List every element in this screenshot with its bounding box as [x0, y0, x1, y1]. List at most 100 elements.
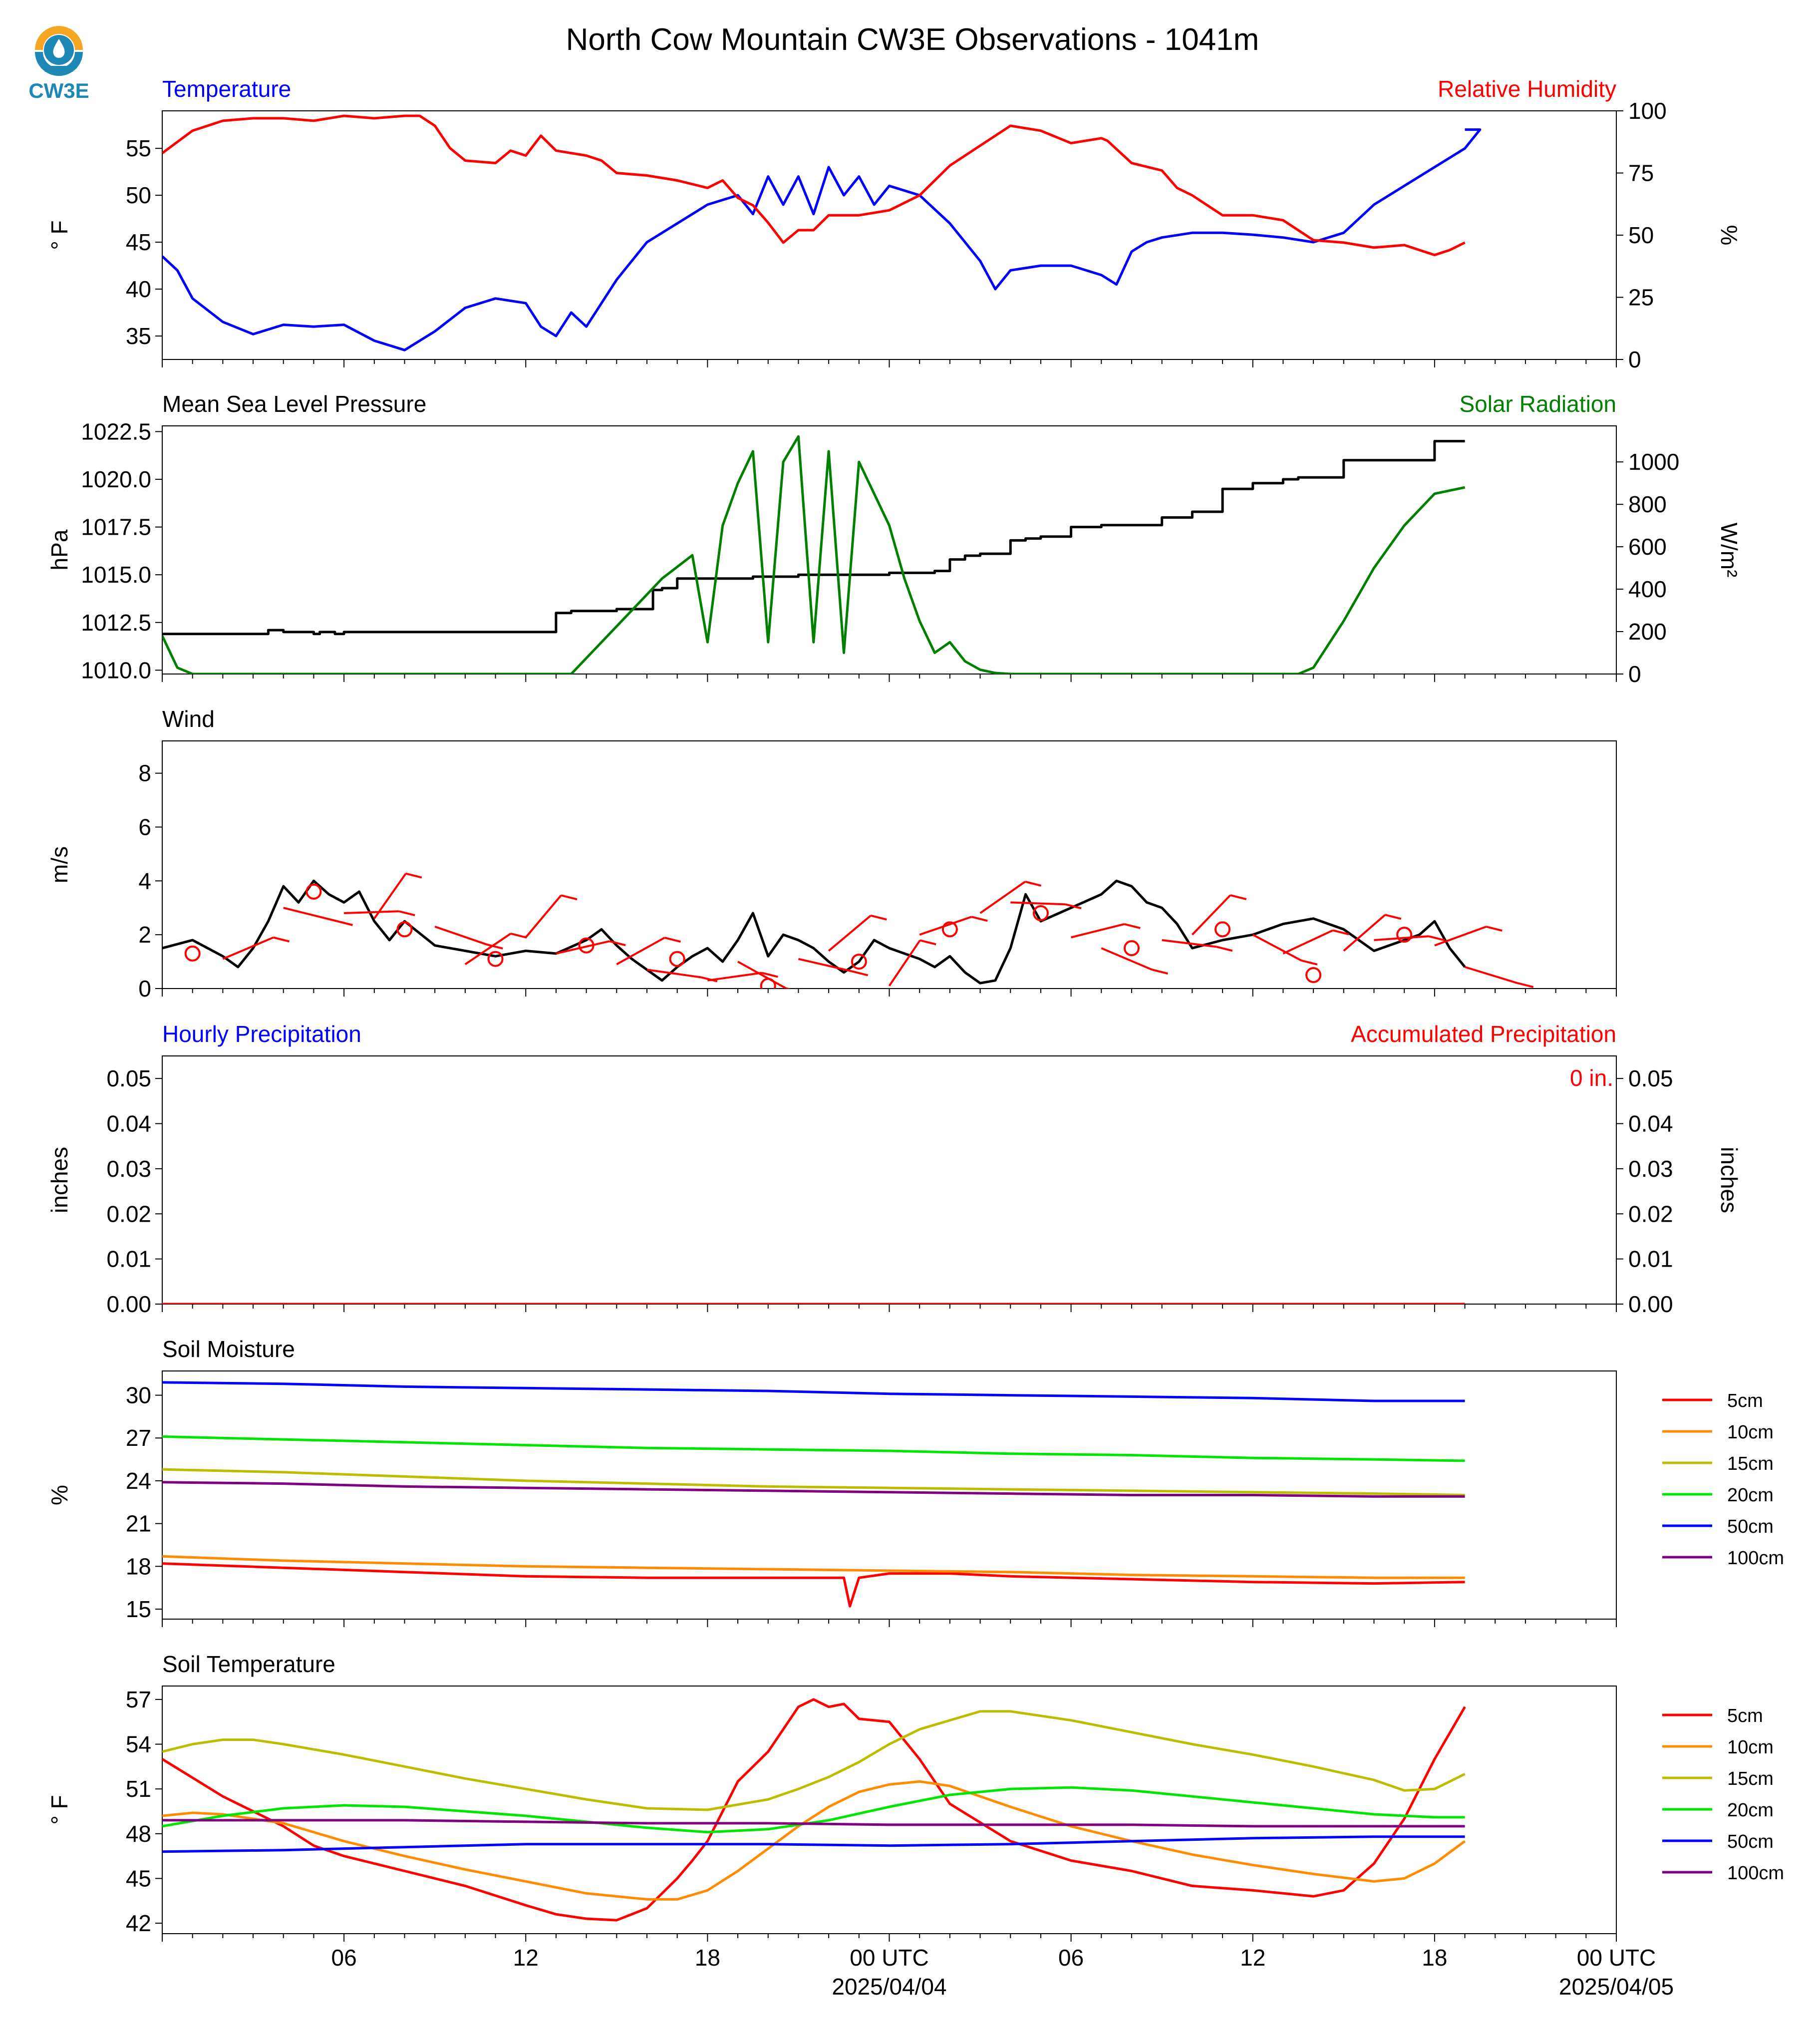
pressure-y-tick-label: 1012.5: [81, 610, 151, 636]
wind-barb-staff: [888, 940, 921, 987]
x-date-label: 2025/04/05: [1559, 1974, 1674, 2000]
pressure-y2-axis-label: W/m²: [1716, 523, 1742, 578]
soil_temp-legend-label: 5cm: [1727, 1705, 1763, 1726]
soil_moisture-legend-label: 20cm: [1727, 1485, 1774, 1506]
soil_temp-series-100cm: [162, 1819, 1465, 1828]
wind-y-tick-label: 2: [138, 922, 151, 948]
temperature-series-temperature: [162, 128, 1482, 351]
cw3e-logo-text: CW3E: [28, 79, 89, 102]
wind-barb-flag: [664, 937, 681, 943]
soil_moisture-series-50cm: [162, 1381, 1465, 1402]
wind-barb-staff: [1071, 923, 1125, 939]
wind-y-tick-label: 8: [138, 760, 151, 786]
wind-barb-flag: [1301, 959, 1318, 966]
pressure-y2-tick-label: 800: [1628, 491, 1667, 517]
wind-barb-staff: [1101, 947, 1153, 971]
wind-barb-flag: [561, 894, 578, 901]
precip-x-ticks: [162, 1304, 1617, 1312]
wind-barb-staff: [1282, 929, 1333, 955]
precip-y2-tick-label: 0.03: [1628, 1156, 1673, 1182]
soil_moisture-series-15cm: [162, 1468, 1465, 1496]
plots: Temperature Relative Humidity354045505502…: [46, 76, 1784, 2000]
wind-barb-staff: [646, 969, 702, 979]
pressure-plot-frame: [162, 425, 1617, 675]
wind-barb-staff: [979, 881, 1026, 914]
wind-barb-flag: [510, 933, 527, 939]
pressure-right-title: Solar Radiation: [1459, 391, 1616, 417]
soil_temp-series-50cm: [162, 1835, 1465, 1853]
wind-barb-staff: [222, 936, 274, 960]
wind-barb-calm-marker: [760, 978, 776, 989]
accumulated-precip-total: 0 in.: [1570, 1065, 1613, 1091]
wind-barb-calm-marker: [669, 951, 685, 967]
soil_temp-y-tick-label: 51: [126, 1776, 151, 1802]
soil_temp-legend-label: 10cm: [1727, 1737, 1774, 1758]
soil_temp-series-20cm: [162, 1786, 1465, 1834]
temperature-y-tick-label: 35: [126, 323, 151, 349]
pressure-y2-tick-label: 400: [1628, 576, 1667, 602]
soil_moisture-legend-label: 50cm: [1727, 1516, 1774, 1537]
pressure-y2-tick-label: 1000: [1628, 449, 1679, 475]
precip-y2-tick-label: 0.04: [1628, 1111, 1673, 1137]
wind-barb-flag: [1517, 982, 1534, 988]
wind-barb-staff: [1464, 966, 1518, 984]
x-tick-label: 18: [1422, 1945, 1447, 1971]
wind-plot-frame: [162, 740, 1617, 989]
wind-barb-staff: [798, 958, 853, 973]
temperature-y2-tick-label: 0: [1628, 346, 1641, 372]
wind-barb-staff: [1374, 935, 1429, 941]
soil_moisture-y-tick-label: 24: [126, 1468, 151, 1494]
soil_moisture-y-tick-label: 30: [126, 1382, 151, 1408]
soil_temp-left-title: Soil Temperature: [162, 1651, 335, 1677]
wind-barb-staff: [707, 972, 762, 982]
wind-barb-staff: [1191, 894, 1231, 936]
soil_temp-legend-label: 20cm: [1727, 1800, 1774, 1821]
precip-y-tick-label: 0.04: [106, 1111, 151, 1137]
wind-barb-calm-marker: [851, 954, 867, 970]
soil_moisture-series-20cm: [162, 1435, 1465, 1462]
precip-y2-tick-label: 0.02: [1628, 1201, 1673, 1227]
soil_temp-panel: Soil Temperature 42 45 48 51 54 57 ° F 5cm 10cm 15…: [46, 1651, 1784, 1942]
wind-panel: Wind 0 2 4 6 8 m/s: [46, 706, 1617, 1002]
soil_temp-y-ticks: 42 45 48 51 54 57: [126, 1687, 162, 1936]
x-tick-label: 06: [331, 1945, 357, 1971]
wind-barb-calm-marker: [1396, 927, 1413, 943]
wind-barb-flag: [761, 972, 778, 978]
soil_moisture-legend-label: 5cm: [1727, 1390, 1763, 1411]
temperature-y-tick-label: 45: [126, 229, 151, 255]
temperature-right-title: Relative Humidity: [1438, 76, 1616, 102]
soil_temp-legend-label: 100cm: [1727, 1863, 1784, 1884]
wind-barb-staff: [919, 916, 972, 936]
pressure-y-tick-label: 1022.5: [81, 418, 151, 444]
precip-y2-tick-label: 0.00: [1628, 1291, 1673, 1317]
wind-barb-flag: [870, 914, 887, 921]
wind-barb-staff: [283, 907, 337, 922]
precip-y-tick-label: 0.00: [106, 1291, 151, 1317]
temperature-y2-ticks: 0 25 50 75 100: [1616, 98, 1667, 372]
cw3e-logo-icon: [35, 26, 83, 76]
soil_temp-series-10cm: [162, 1780, 1466, 1901]
pressure-x-ticks: [162, 674, 1617, 682]
precip-y-axis-label: inches: [46, 1147, 72, 1213]
precip-left-title: Hourly Precipitation: [162, 1021, 361, 1047]
wind-y-tick-label: 6: [138, 814, 151, 840]
wind-y-ticks: 0 2 4 6 8: [138, 760, 162, 1002]
soil_moisture-legend-label: 15cm: [1727, 1453, 1774, 1474]
temperature-y2-axis-label: %: [1716, 225, 1742, 246]
precip-y-tick-label: 0.05: [106, 1065, 151, 1091]
temperature-x-ticks: [162, 359, 1617, 367]
wind-x-ticks: [162, 989, 1617, 997]
wind-barb-staff: [1010, 901, 1066, 906]
wind-barb-calm-marker: [487, 951, 504, 967]
wind-barb-flag: [852, 970, 869, 977]
wind-barb-staff: [1252, 934, 1302, 962]
cw3e-logo: CW3E: [28, 26, 89, 102]
wind-barb-calm-marker: [1214, 921, 1231, 938]
wind-barb-flag: [1428, 935, 1445, 942]
temperature-y-axis-label: ° F: [46, 220, 72, 250]
soil_temp-y-tick-label: 54: [126, 1731, 151, 1757]
soil_moisture-series-5cm: [162, 1562, 1465, 1608]
wind-series-wind: [162, 879, 1466, 985]
